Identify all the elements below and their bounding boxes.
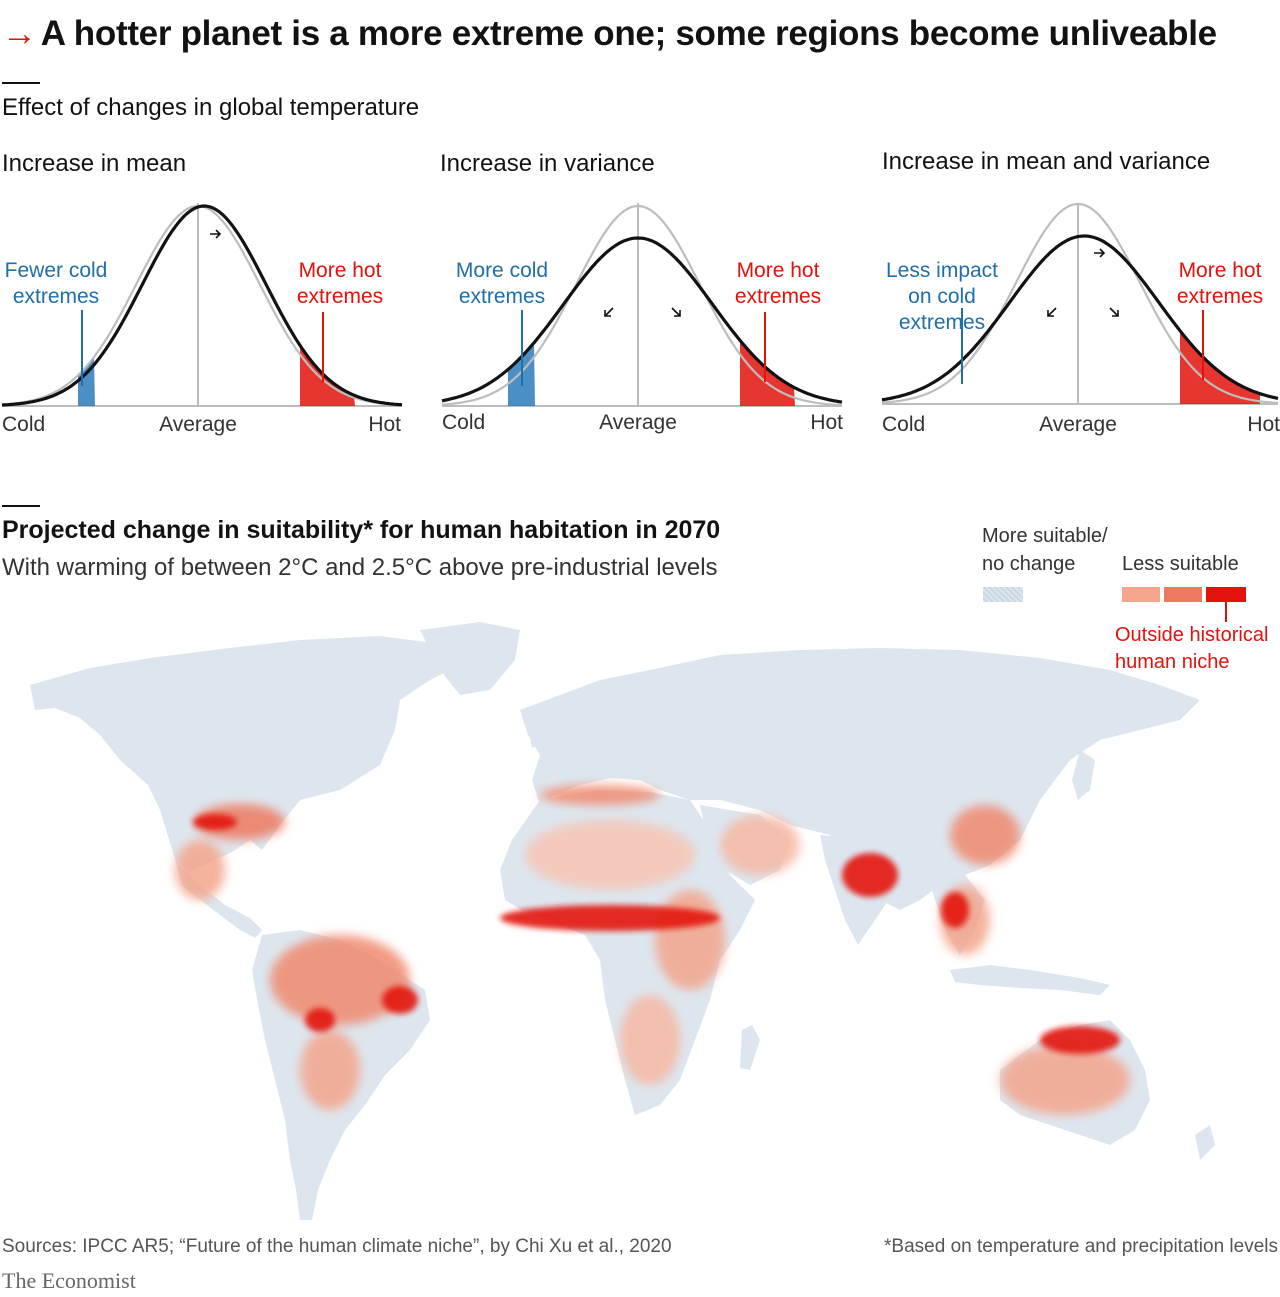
axis-label-average: Average (1039, 413, 1117, 436)
zone-indochina (941, 892, 969, 928)
panel-title: Increase in variance (440, 150, 655, 177)
zone-us-south (195, 804, 285, 840)
legend-swatch-less-2 (1164, 587, 1202, 602)
axis-label-cold: Cold (2, 413, 46, 436)
headline: → A hotter planet is a more extreme one; … (2, 14, 1217, 54)
shift-arrow-icon (671, 307, 681, 317)
zone-brazil-east (382, 986, 418, 1014)
zone-argentina (300, 1030, 360, 1110)
axis-label-cold: Cold (882, 413, 926, 436)
zone-amazon (270, 935, 410, 1025)
new-zealand (1195, 1125, 1215, 1160)
zone-sahel (500, 905, 720, 931)
legend-swatch-less-1 (1122, 587, 1160, 602)
legend-less-suitable-label: Less suitable (1122, 553, 1239, 575)
greenland (420, 622, 520, 695)
zone-china-east (950, 805, 1020, 865)
north-america (30, 636, 470, 872)
original-distribution-curve (441, 204, 843, 407)
shift-arrow-icon (604, 307, 614, 317)
cold-extremes-label: Less impact on cold extremes (885, 259, 999, 334)
axis-label-hot: Hot (1247, 413, 1280, 436)
panel-increase-in-mean-and-variance: Increase in mean and variance Less impac… (880, 146, 1280, 448)
legend-swatch-outside (1206, 587, 1246, 602)
zone-southern-africa (620, 995, 680, 1085)
uk (528, 718, 545, 748)
zone-gulf-coast (193, 814, 237, 830)
axis-label-average: Average (159, 413, 237, 436)
zone-india (842, 853, 898, 897)
shift-arrow-icon (1094, 248, 1106, 258)
panel-title: Increase in mean (2, 150, 187, 177)
axis-label-hot: Hot (368, 413, 401, 436)
new-distribution-curve (441, 236, 843, 404)
axis-label-hot: Hot (810, 411, 843, 434)
panel-title: Increase in mean and variance (882, 148, 1211, 175)
zone-east-africa (655, 890, 725, 990)
source-note: Sources: IPCC AR5; “Future of the human … (2, 1236, 672, 1257)
distribution-chart (1, 203, 403, 407)
zone-mediterranean (540, 785, 660, 805)
less-suitable-regions (175, 785, 1130, 1115)
zone-middle-east (720, 815, 800, 875)
outside-niche-regions (193, 814, 1120, 1054)
section1-title: Effect of changes in global temperature (2, 94, 420, 121)
section-rule (2, 82, 40, 84)
hot-extremes-label: More hot extremes (296, 259, 384, 308)
zone-northern-australia (1040, 1026, 1120, 1054)
zone-sahara (525, 820, 695, 890)
eurasia (520, 648, 1200, 910)
zone-amazon-core (305, 1008, 335, 1032)
distribution-chart (881, 202, 1279, 405)
madagascar (740, 1025, 760, 1070)
panel-increase-in-mean: Increase in mean Fewer cold extremes Mor… (0, 148, 405, 448)
brand-logo-text: The Economist (2, 1268, 136, 1293)
indonesia (950, 965, 1110, 995)
shift-arrow-icon (1109, 307, 1119, 317)
zone-mexico (175, 840, 225, 900)
map-title: Projected change in suitability* for hum… (2, 516, 721, 544)
map-subtitle: With warming of between 2°C and 2.5°C ab… (2, 554, 718, 581)
legend-leader-line (1225, 602, 1227, 622)
shift-arrow-icon (210, 229, 222, 239)
headline-text: A hotter planet is a more extreme one; s… (40, 14, 1217, 53)
new-distribution-curve (881, 234, 1279, 402)
hot-extremes-label: More hot extremes (734, 259, 822, 308)
axis-label-cold: Cold (442, 411, 486, 434)
section-rule (2, 505, 40, 507)
central-america (176, 862, 262, 938)
original-distribution-curve (881, 202, 1279, 404)
arrow-icon: → (2, 14, 37, 53)
zone-australia (1000, 1045, 1130, 1115)
legend-more-suitable-label: More suitable/ no change (982, 525, 1108, 575)
hot-extremes-label: More hot extremes (1176, 259, 1264, 308)
distribution-chart (441, 203, 843, 407)
cold-extremes-label: Fewer cold extremes (4, 259, 108, 308)
cold-extremes-label: More cold extremes (455, 259, 549, 308)
legend-outside-niche-label: Outside historical human niche (1115, 624, 1269, 673)
legend-swatch-more-suitable (983, 587, 1023, 602)
footnote: *Based on temperature and precipitation … (884, 1236, 1278, 1257)
shift-arrow-icon (1047, 307, 1057, 317)
new-distribution-curve (1, 204, 403, 407)
world-suitability-map (30, 622, 1215, 1220)
hot-tail-shading (300, 345, 355, 406)
axis-label-average: Average (599, 411, 677, 434)
japan (1072, 750, 1095, 800)
panel-increase-in-variance: Increase in variance More cold extremes … (440, 148, 845, 448)
